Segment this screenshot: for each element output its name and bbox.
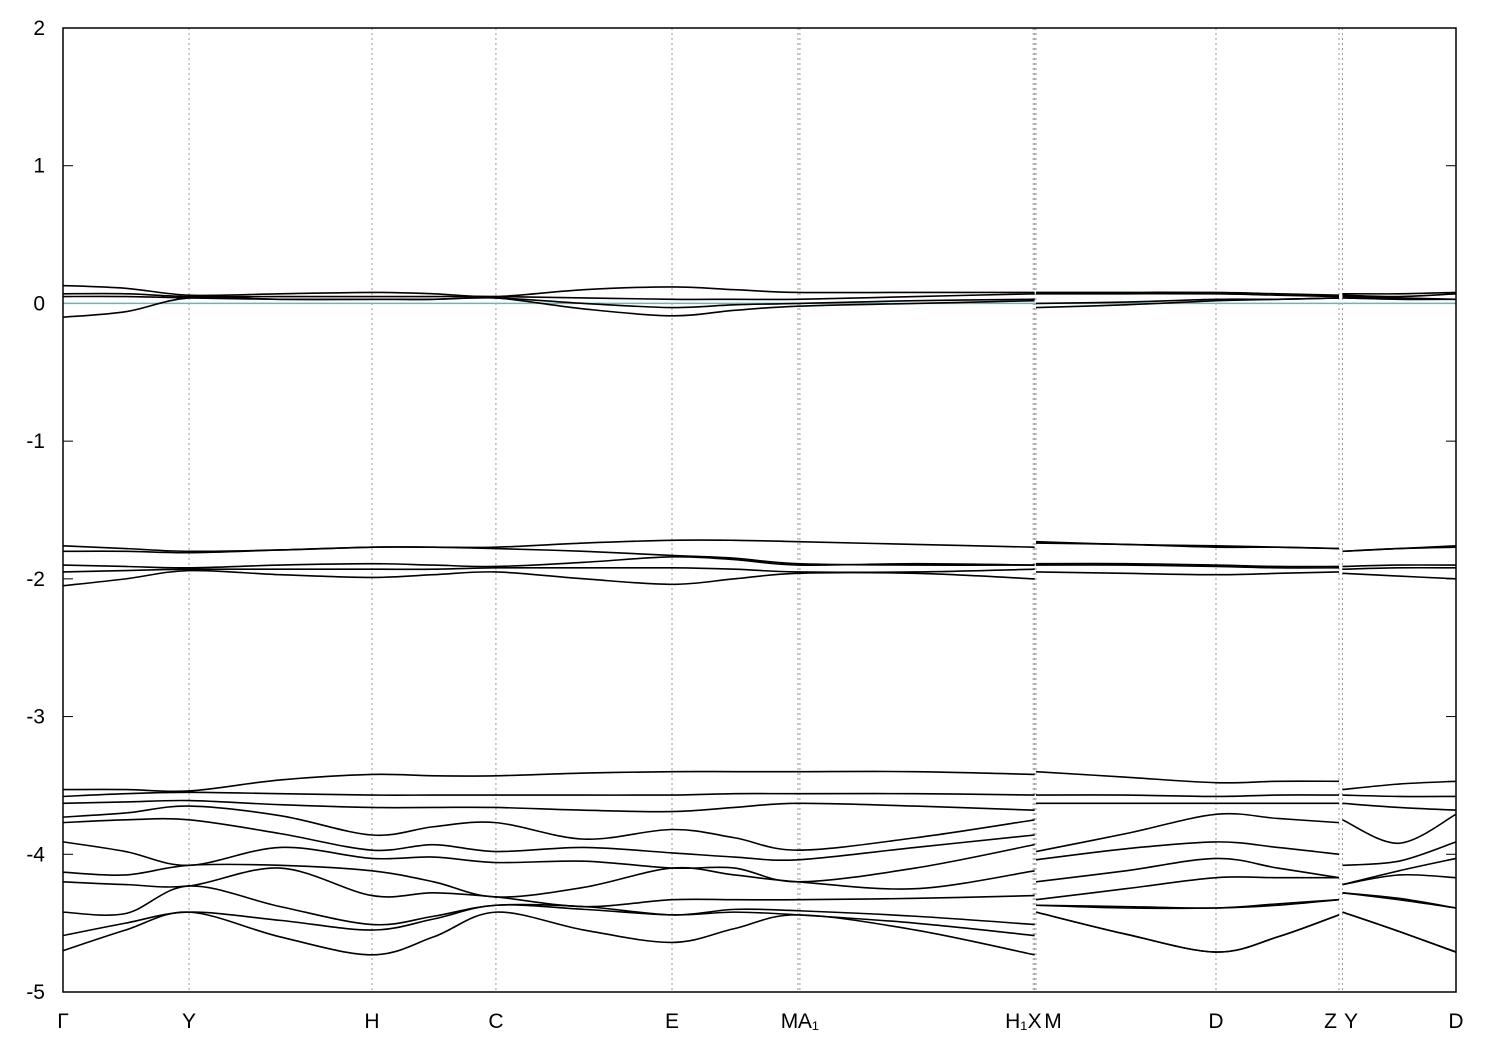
plot-frame [62,27,1457,993]
band-line [62,817,1457,867]
x-tick-label: D [1448,1010,1463,1033]
x-tick-label: Y [182,1010,196,1033]
y-tick-label: -5 [26,981,45,1004]
y-tick-label: 2 [33,17,45,40]
y-tick-label: 0 [33,292,45,315]
x-tick-label: H [364,1010,379,1033]
band-line [62,569,1457,587]
x-tick-label: E [665,1010,679,1033]
y-tick-label: 1 [33,155,45,178]
y-tick-label: -1 [26,430,45,453]
x-tick-label: A₁ [798,1010,819,1033]
y-tick-label: -4 [26,843,45,866]
band-line [62,799,1457,813]
x-tick-label: C [488,1010,503,1033]
x-tick-label: M [781,1010,799,1033]
y-tick-label: -3 [26,706,45,729]
band-line [62,296,1457,318]
x-tick-label: M [1044,1010,1062,1033]
x-tick-label: H₁ [1005,1010,1027,1033]
band-line [62,791,1457,798]
band-line [62,911,1457,956]
x-tick-label: Γ [57,1010,69,1033]
x-tick-label: D [1208,1010,1223,1033]
x-tick-label: Z [1324,1010,1337,1033]
band-line [62,770,1457,793]
band-line [62,805,1457,853]
y-tick-label: -2 [26,568,45,591]
band-line [62,555,1457,569]
x-tick-label: Y [1344,1010,1358,1033]
x-tick-label: X [1028,1010,1042,1033]
